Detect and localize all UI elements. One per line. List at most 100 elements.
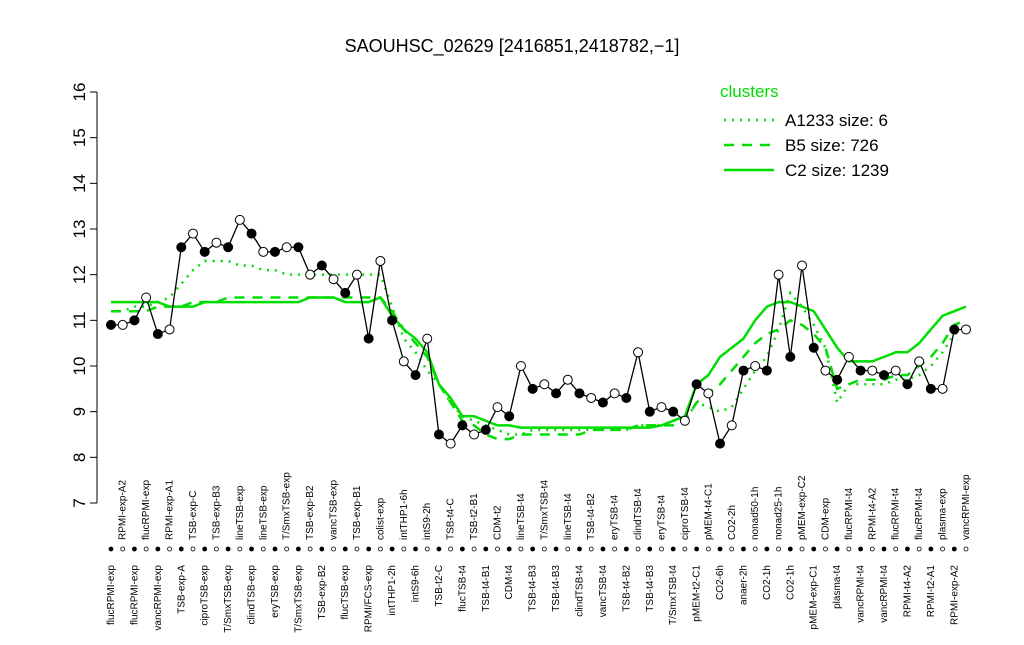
x-tick-label: plasma-exp [938, 488, 949, 540]
x-tick-label: flucRPMI-exp [106, 565, 117, 625]
x-tick-label: pMEM-exp-C2 [797, 475, 808, 540]
x-tick-label: intTHP1-2h [387, 565, 398, 616]
data-point [668, 406, 679, 417]
x-tick-label: vancRPMI-exp [153, 565, 164, 631]
category-dot [366, 546, 372, 552]
y-tick-label: 11 [70, 312, 89, 330]
data-point [597, 397, 608, 408]
data-point [223, 242, 234, 253]
category-dot [811, 546, 817, 552]
category-dot [588, 546, 594, 552]
x-tick-label: nonad50-1h [750, 487, 761, 540]
data-point [750, 361, 761, 371]
x-tick-label: TSB-t4-B3 [645, 565, 656, 612]
data-point [644, 406, 655, 417]
category-dot [471, 546, 477, 552]
x-tick-label: intS9-6h [411, 565, 422, 602]
data-point [527, 383, 538, 394]
category-dot [143, 546, 149, 552]
data-point [457, 420, 468, 431]
data-point [106, 319, 116, 330]
category-dot [787, 546, 793, 552]
data-point [281, 242, 292, 253]
category-dot [541, 546, 547, 552]
data-point [293, 242, 304, 253]
y-tick-label: 16 [70, 83, 89, 102]
data-point [738, 365, 749, 376]
category-dot [670, 546, 676, 552]
category-dot [600, 546, 606, 552]
x-tick-label: vancRPMI-t4 [879, 565, 890, 623]
x-tick-label: RPMI-t2-A1 [926, 565, 937, 618]
x-tick-label: eryTSB-exp [270, 565, 281, 618]
x-tick-label: TSB-exp-B2 [317, 565, 328, 620]
data-point [199, 246, 210, 257]
data-point [305, 269, 316, 280]
data-point [574, 388, 585, 399]
y-tick-label: 14 [70, 174, 89, 193]
data-point [398, 356, 409, 367]
data-point [949, 324, 960, 335]
cluster-line [111, 295, 967, 429]
data-point [480, 424, 491, 435]
category-dot [799, 546, 805, 552]
x-tick-label: flucTSB-t4 [457, 565, 468, 612]
category-dot [319, 546, 325, 552]
category-dot [155, 546, 161, 552]
category-dot [635, 546, 641, 552]
category-dot [436, 546, 442, 552]
x-tick-label: T/SmxTSB-t4 [668, 565, 679, 625]
data-point [351, 269, 362, 280]
data-point [539, 379, 550, 390]
x-tick-label: TSB-t2-C [434, 565, 445, 607]
data-point [633, 347, 644, 358]
x-tick-label: nonad25-1h [774, 487, 785, 540]
category-dot [307, 546, 313, 552]
x-tick-label: flucTSB-exp [340, 565, 351, 620]
y-tick-label: 13 [70, 220, 89, 239]
category-dot [342, 546, 348, 552]
data-point [703, 388, 714, 399]
x-tick-label: flucRPMI-t4 [914, 487, 925, 540]
data-point [269, 246, 280, 257]
x-tick-label: CDM-t2 [493, 505, 504, 540]
data-point [164, 324, 175, 335]
data-point [808, 342, 819, 353]
category-dot [834, 546, 840, 552]
category-dot [483, 546, 489, 552]
cluster-line [111, 296, 967, 441]
data-point [117, 319, 128, 330]
data-point [961, 324, 971, 335]
x-tick-label: RPMI-exp-A1 [165, 480, 176, 540]
y-tick-label: 15 [70, 128, 89, 147]
category-dot [881, 546, 887, 552]
x-tick-label: lineTSB-exp [258, 485, 269, 540]
category-dot [530, 546, 536, 552]
data-point [879, 370, 890, 381]
category-dot [752, 546, 758, 552]
category-dot [565, 546, 571, 552]
category-dot [506, 546, 512, 552]
data-point [820, 365, 831, 376]
category-dot [717, 546, 723, 552]
chart-title: SAOUHSC_02629 [2416851,2418782,−1] [345, 36, 680, 57]
y-tick-label: 9 [70, 407, 89, 416]
legend-label: B5 size: 726 [785, 136, 879, 155]
category-dot [846, 546, 852, 552]
data-point [469, 429, 480, 440]
data-point [187, 228, 198, 239]
x-tick-label: lineTSB-t4 [516, 493, 527, 540]
category-dot [612, 546, 618, 552]
data-point [797, 260, 808, 271]
category-dot [495, 546, 500, 552]
category-dot [694, 546, 700, 552]
category-dot [940, 546, 945, 552]
category-dot [401, 546, 407, 552]
x-tick-label: TSB-t4-B2 [586, 493, 597, 540]
x-tick-label: CDM-t4 [504, 565, 515, 600]
data-point [902, 379, 913, 390]
x-tick-label: flucRPMI-t4 [844, 487, 855, 540]
category-dot [167, 546, 172, 552]
category-dot [413, 546, 418, 552]
